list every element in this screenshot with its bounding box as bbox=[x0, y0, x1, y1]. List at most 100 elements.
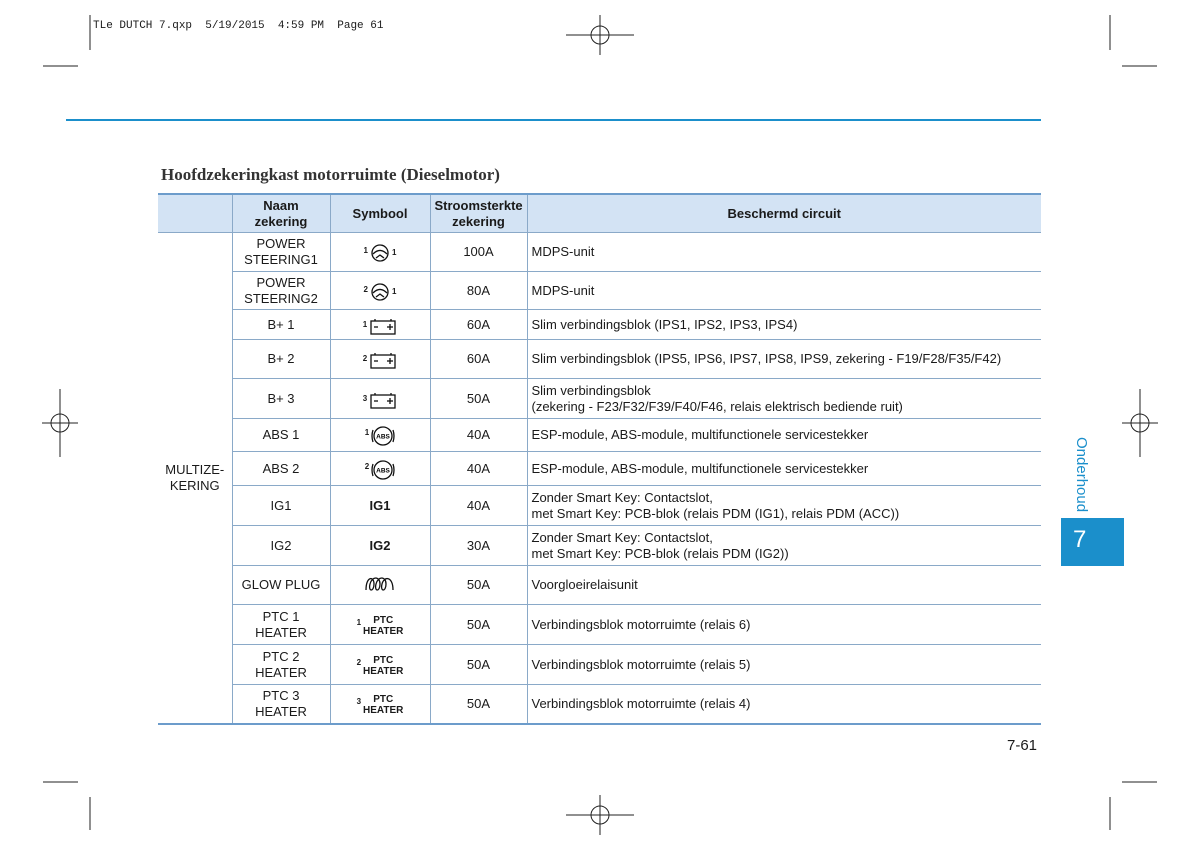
symbol-cell: 3 bbox=[329, 378, 431, 419]
page-number: 7-61 bbox=[1007, 737, 1038, 754]
symbol-cell: 2 bbox=[329, 339, 431, 379]
fuse-name: B+ 1 bbox=[232, 309, 331, 340]
symbol-index: 3 bbox=[356, 696, 362, 706]
table-row: PTC 1 HEATER 1 PTC HEATER 50A Verbindingsblo… bbox=[158, 604, 1041, 645]
symbol: 1 bbox=[363, 317, 397, 335]
symbol: IG1 bbox=[370, 498, 391, 514]
symbol: IG2 bbox=[370, 538, 391, 554]
protected-circuit: Slim verbindingsblok (IPS5, IPS6, IPS7, … bbox=[526, 339, 1041, 379]
side-tab-label: Onderhoud bbox=[1073, 437, 1090, 513]
fuse-name: PTC 3 HEATER bbox=[232, 684, 331, 724]
protected-circuit: Slim verbindingsblok (zekering - F23/F32… bbox=[526, 378, 1041, 419]
symbol-text: PTC HEATER bbox=[363, 654, 404, 677]
symbol-index: 2 bbox=[363, 284, 368, 294]
table-row: B+ 1 1 60A Slim verbindingsblok (IPS1, IPS2… bbox=[158, 309, 1041, 340]
icon-shape bbox=[375, 292, 385, 298]
symbol-cell: 1 bbox=[329, 309, 431, 340]
protected-circuit: Zonder Smart Key: Contactslot, met Smart… bbox=[526, 525, 1041, 566]
symbol-cell: IG1 bbox=[329, 485, 431, 526]
symbol: 1 ABS bbox=[365, 425, 395, 447]
protected-circuit: Verbindingsblok motorruimte (relais 4) bbox=[526, 684, 1041, 724]
fuse-rating: 100A bbox=[429, 232, 528, 272]
fuse-name: IG2 bbox=[232, 525, 331, 566]
table-row: PTC 3 HEATER 3 PTC HEATER 50A Verbindingsblo… bbox=[158, 684, 1041, 724]
fuse-name: PTC 1 HEATER bbox=[232, 604, 331, 645]
protected-circuit: Verbindingsblok motorruimte (relais 5) bbox=[526, 644, 1041, 685]
chapter-tab: 7 bbox=[1061, 518, 1124, 566]
fuse-rating: 40A bbox=[429, 451, 528, 486]
battery-icon bbox=[370, 353, 396, 369]
steering-icon bbox=[371, 282, 389, 301]
table-row: PTC 2 HEATER 2 PTC HEATER 50A Verbindingsblo… bbox=[158, 644, 1041, 685]
section-title: Hoofdzekeringkast motorruimte (Dieselmot… bbox=[161, 165, 500, 184]
symbol-index: 1 bbox=[363, 246, 368, 255]
fuse-name: GLOW PLUG bbox=[232, 565, 331, 605]
fuse-rating: 50A bbox=[429, 378, 528, 419]
symbol: 2 bbox=[363, 351, 397, 369]
icon-shape bbox=[372, 288, 388, 293]
icon-shape bbox=[375, 254, 385, 259]
symbol bbox=[363, 572, 397, 594]
symbol: 3 PTC HEATER bbox=[357, 694, 404, 716]
icon-shape bbox=[372, 249, 388, 255]
symbol-cell: 3 PTC HEATER bbox=[329, 684, 431, 724]
table-row: B+ 3 3 50A Slim verbindingsblok (zekering -… bbox=[158, 378, 1041, 419]
battery-icon bbox=[370, 392, 396, 409]
icon-shape bbox=[371, 463, 395, 476]
fuse-table: Naam zekering Symbool Stroomsterkte zekeri… bbox=[158, 193, 1041, 725]
header-rule bbox=[66, 119, 1041, 121]
fuse-name: ABS 1 bbox=[232, 418, 331, 452]
table-body: MULTIZE- KERING POWER STEERING1 1 1 100A MDPS… bbox=[158, 232, 1041, 724]
fuse-name: POWER STEERING2 bbox=[232, 271, 331, 310]
battery-icon bbox=[370, 318, 396, 335]
fuse-rating: 40A bbox=[429, 485, 528, 526]
header-cell: Symbool bbox=[329, 193, 431, 233]
header-cell: Stroomsterkte zekering bbox=[429, 193, 528, 233]
fuse-rating: 30A bbox=[429, 525, 528, 566]
icon-shape bbox=[371, 429, 395, 443]
symbol-index: 1 bbox=[364, 428, 370, 437]
protected-circuit: Slim verbindingsblok (IPS1, IPS2, IPS3, … bbox=[526, 309, 1041, 340]
symbol-cell: 2 PTC HEATER bbox=[329, 644, 431, 685]
steering-icon bbox=[371, 244, 389, 262]
icon-shape bbox=[365, 577, 394, 591]
fuse-rating: 50A bbox=[429, 684, 528, 724]
header-row: Naam zekering Symbool Stroomsterkte zekeri… bbox=[158, 193, 1041, 233]
icon-shape bbox=[370, 319, 396, 335]
fuse-name: B+ 3 bbox=[232, 378, 331, 419]
symbol-index: 3 bbox=[362, 393, 368, 403]
table-row: B+ 2 2 60A Slim verbindingsblok (IPS5, IPS6… bbox=[158, 339, 1041, 379]
icon-shape bbox=[371, 244, 389, 262]
symbol: 2 ABS bbox=[365, 459, 395, 481]
table-row: ABS 1 1 ABS 40A ESP-module, ABS-module, mult… bbox=[158, 418, 1041, 452]
fuse-name: PTC 2 HEATER bbox=[232, 644, 331, 685]
glow-plug-icon bbox=[365, 577, 394, 591]
table-row: MULTIZE- KERING POWER STEERING1 1 1 100A MDPS… bbox=[158, 232, 1041, 724]
fuse-name: POWER STEERING1 bbox=[231, 232, 331, 272]
symbol-index: 1 bbox=[362, 319, 368, 329]
symbol: 2 PTC HEATER bbox=[357, 655, 404, 677]
table-row: GLOW PLUG 50A Voorgloeirelaisunit bbox=[158, 565, 1041, 605]
icon-text: ABS bbox=[376, 434, 390, 441]
fuse-rating: 40A bbox=[429, 418, 528, 452]
symbol-suffix: 1 bbox=[392, 286, 397, 296]
symbol-text: PTC HEATER bbox=[363, 614, 404, 637]
protected-circuit: MDPS-unit bbox=[526, 232, 1041, 272]
slug-line: TLe DUTCH 7.qxp 5/19/2015 4:59 PM Page 6… bbox=[93, 20, 384, 32]
fuse-rating: 60A bbox=[429, 309, 528, 340]
symbol-cell: 2 ABS bbox=[329, 451, 431, 486]
protected-circuit: ESP-module, ABS-module, multifunctionele… bbox=[526, 451, 1041, 486]
icon-shape bbox=[370, 393, 396, 409]
fuse-name: IG1 bbox=[232, 485, 331, 526]
icon-shape bbox=[370, 354, 396, 369]
table-row: IG1 IG1 40A Zonder Smart Key: Contactslot, … bbox=[158, 485, 1041, 526]
table-row: ABS 2 2 ABS 40A ESP-module, ABS-module, mult… bbox=[158, 451, 1041, 486]
symbol-cell: 1 PTC HEATER bbox=[329, 604, 431, 645]
header-cell bbox=[158, 193, 233, 233]
protected-circuit: Verbindingsblok motorruimte (relais 6) bbox=[526, 604, 1041, 645]
symbol-text: PTC HEATER bbox=[363, 693, 404, 716]
